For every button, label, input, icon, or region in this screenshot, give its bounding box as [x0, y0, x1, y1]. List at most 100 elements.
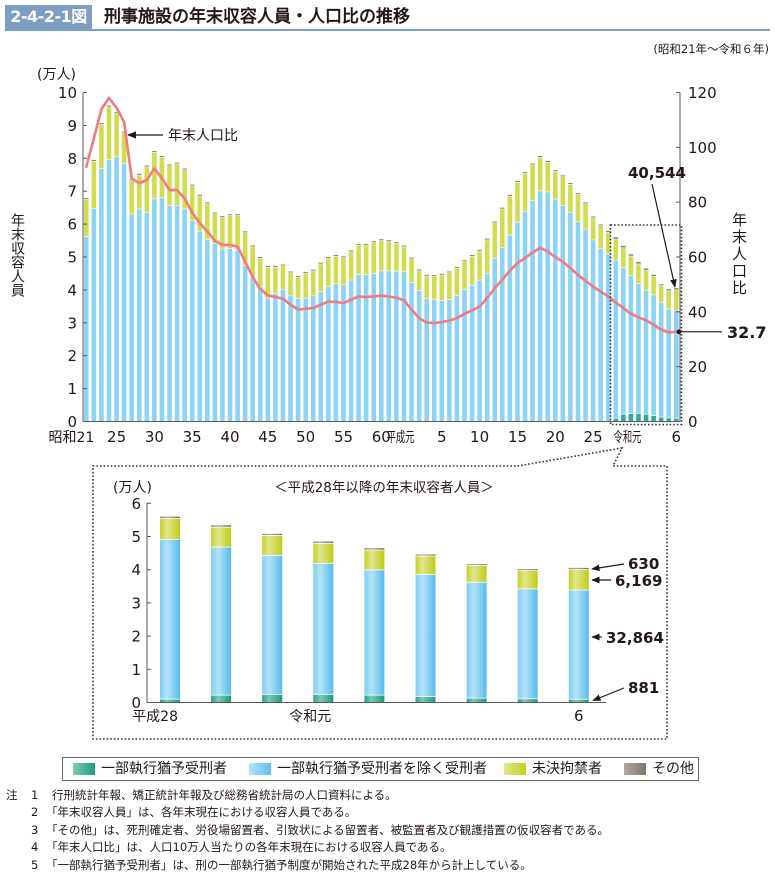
legend-swatch-gray	[624, 763, 646, 775]
bar-segment-partial-suspension-inmates	[658, 417, 664, 422]
y-right-axis-title: 年末人口比	[730, 212, 748, 297]
inset-x-tick-label: 令和元	[289, 709, 331, 725]
bar-segment-unsentenced-detainees	[552, 171, 558, 199]
inset-bar-segment-partial-suspension-inmates	[364, 695, 385, 703]
bar-group	[273, 265, 278, 422]
x-tick-label: 令和元	[614, 430, 642, 446]
bar-segment-other-sentenced-inmates	[84, 236, 89, 422]
inset-y-tick-label: 3	[131, 594, 141, 612]
ratio-point	[229, 243, 232, 246]
others-annotation-arrow	[591, 563, 625, 572]
bar-segment-unsentenced-detainees	[545, 162, 551, 192]
inset-bar-segment-others	[313, 541, 334, 543]
ratio-point	[266, 294, 269, 297]
bar-group	[144, 165, 150, 422]
bar-segment-other-sentenced-inmates	[341, 285, 346, 422]
bar-segment-other-sentenced-inmates	[636, 283, 641, 414]
bar-group	[280, 264, 286, 422]
bar-segment-unsentenced-detainees	[212, 214, 218, 244]
ratio-point	[592, 285, 595, 288]
bar-segment-other-sentenced-inmates	[447, 299, 452, 422]
ratio-point	[236, 245, 239, 248]
bar-segment-others	[621, 245, 626, 248]
ratio-point	[327, 300, 330, 303]
bar-group	[114, 112, 119, 422]
ratio-point	[448, 319, 451, 322]
inset-bar-segment-others	[415, 554, 436, 556]
bar-segment-other-sentenced-inmates	[500, 247, 505, 422]
bar-segment-others	[613, 237, 619, 239]
y-left-tick-label: 8	[67, 150, 77, 168]
ratio-point	[637, 316, 640, 319]
bar-segment-others	[212, 212, 218, 214]
bar-segment-other-sentenced-inmates	[469, 285, 475, 422]
inset-bar-segment-others	[517, 569, 538, 571]
bar-group	[227, 214, 233, 422]
bar-group	[318, 262, 324, 422]
inset-bar-group	[568, 567, 589, 703]
inset-bar-group	[160, 516, 180, 703]
x-tick-label: 35	[183, 428, 202, 446]
bar-segment-other-sentenced-inmates	[416, 290, 422, 422]
bar-group	[121, 131, 127, 422]
bar-segment-other-sentenced-inmates	[348, 280, 354, 422]
bar-segment-other-sentenced-inmates	[409, 282, 414, 422]
bar-segment-unsentenced-detainees	[174, 164, 180, 206]
bar-segment-unsentenced-detainees	[454, 268, 460, 296]
ratio-point	[153, 167, 156, 170]
ratio-point	[350, 298, 353, 301]
bar-segment-other-sentenced-inmates	[552, 199, 558, 422]
bar-segment-others	[386, 240, 392, 242]
bar-segment-others	[552, 170, 558, 172]
bar-segment-other-sentenced-inmates	[621, 267, 626, 414]
bar-segment-unsentenced-detainees	[295, 277, 301, 299]
bar-segment-unsentenced-detainees	[643, 270, 649, 290]
legend-label: その他	[652, 761, 694, 777]
x-tick-label: 5	[437, 428, 447, 446]
note-item: 3 「その他」は、死刑確定者、労役場留置者、引致状による留置者、被監置者及び観護…	[0, 822, 775, 838]
bar-segment-other-sentenced-inmates	[99, 168, 104, 422]
bar-segment-unsentenced-detainees	[189, 186, 195, 221]
bar-segment-other-sentenced-inmates	[613, 260, 619, 418]
bar-group	[454, 266, 460, 422]
bar-segment-unsentenced-detainees	[84, 199, 89, 237]
bar-segment-other-sentenced-inmates	[628, 276, 634, 414]
bar-group	[84, 198, 89, 422]
bar-segment-others	[136, 173, 142, 175]
bar-segment-others	[144, 165, 150, 167]
bar-segment-other-sentenced-inmates	[674, 310, 679, 418]
bar-group	[379, 239, 384, 422]
bar-segment-unsentenced-detainees	[477, 251, 482, 280]
bar-group	[439, 273, 445, 422]
bar-segment-other-sentenced-inmates	[152, 199, 157, 422]
ratio-point	[130, 177, 133, 180]
bar-segment-others	[575, 193, 581, 195]
note-item: 1 行刑統計年報、矯正統計年報及び総務省統計局の人口資料による。	[0, 787, 775, 803]
x-tick-label: 平成元	[387, 430, 415, 446]
bar-segment-other-sentenced-inmates	[363, 274, 369, 422]
bar-segment-unsentenced-detainees	[167, 166, 172, 206]
bar-segment-unsentenced-detainees	[205, 204, 210, 239]
note-item: 5 「一部執行猶予受刑者」は、刑の一部執行猶予制度が開始された平成28年から計上…	[0, 857, 775, 873]
ratio-point	[176, 189, 179, 192]
main-bars	[84, 105, 679, 422]
bar-segment-others	[484, 238, 490, 240]
bar-segment-other-sentenced-inmates	[265, 298, 271, 422]
bar-segment-other-sentenced-inmates	[326, 286, 331, 422]
inset-bar-segment-others	[364, 548, 385, 550]
bar-group	[129, 179, 134, 422]
ratio-point	[539, 246, 542, 249]
bar-segment-partial-suspension-inmates	[628, 413, 634, 422]
inset-bar-segment-partial-suspension-inmates	[415, 696, 436, 703]
bar-group	[159, 156, 165, 422]
inset-bar-group	[415, 554, 436, 703]
bar-group	[409, 257, 414, 422]
bar-group	[568, 182, 573, 422]
bar-segment-others	[515, 181, 520, 183]
ratio-point	[304, 307, 307, 310]
bar-segment-other-sentenced-inmates	[220, 249, 225, 422]
bar-segment-unsentenced-detainees	[333, 256, 339, 284]
bar-segment-others	[273, 265, 278, 267]
